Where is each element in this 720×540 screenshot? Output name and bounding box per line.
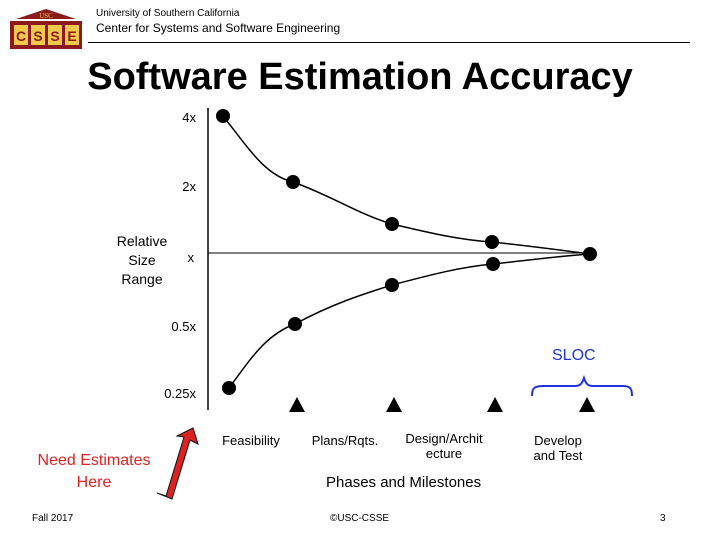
y-axis-label-line: Range [121,271,163,287]
need-estimates-line: Need Estimates [37,452,151,469]
logo-letter: S [33,28,42,44]
sloc-brace [531,374,633,397]
phase-label-line: Design/Archit [405,431,483,446]
y-axis-label-line: Size [128,252,156,268]
logo-letter: E [67,28,76,44]
y-tick-label: 0.25x [164,386,196,401]
phase-label-line: ecture [425,446,463,461]
x-axis-label: Phases and Milestones [326,474,482,491]
y-tick-label: 4x [182,110,196,125]
y-tick-label: x [187,250,195,265]
phase-label: Design/Archit ecture [392,431,496,461]
phase-label-line: and Test [533,448,583,463]
y-tick-label: 2x [182,179,196,194]
logo-letter: S [50,28,59,44]
milestone-triangle [487,397,503,412]
converge-point [583,247,597,261]
upper-point [286,175,300,189]
logo-letter: C [16,28,26,44]
y-axis-label-line: Relative [116,233,168,249]
slide-title: Software Estimation Accuracy [87,56,633,98]
phase-label: Plans/Rqts. [300,433,390,448]
y-axis-label: Relative Size Range [104,232,180,289]
phase-label: Feasibility [206,433,296,448]
lower-point [385,278,399,292]
sloc-label: SLOC [552,347,596,364]
milestone-triangle [386,397,402,412]
upper-point [485,235,499,249]
milestone-triangle [579,397,595,412]
upper-point [216,109,230,123]
phase-label-line: Develop [534,433,582,448]
phase-label-line: Feasibility [222,433,280,448]
need-estimates-note: Need Estimates Here [20,450,168,494]
usc-csse-logo: USC C S S E [6,7,86,51]
header-divider [88,42,690,43]
y-tick-label: 0.5x [171,319,196,334]
lower-point [486,257,500,271]
lower-bound-curve [228,253,591,389]
footer-term: Fall 2017 [32,513,74,524]
university-name: University of Southern California [96,8,240,19]
phase-label: Develop and Test [516,433,600,463]
footer-copyright: ©USC-CSSE [330,513,390,524]
lower-point [288,317,302,331]
phase-label-line: Plans/Rqts. [311,433,379,448]
upper-point [385,217,399,231]
need-estimates-line: Here [76,474,112,491]
milestone-triangle [289,397,305,412]
center-name: Center for Systems and Software Engineer… [96,21,341,35]
upper-bound-curve [222,115,591,255]
logo-usc-text: USC [39,12,53,20]
footer-page-number: 3 [660,513,666,524]
need-estimates-arrow [156,427,199,500]
lower-point [222,381,236,395]
